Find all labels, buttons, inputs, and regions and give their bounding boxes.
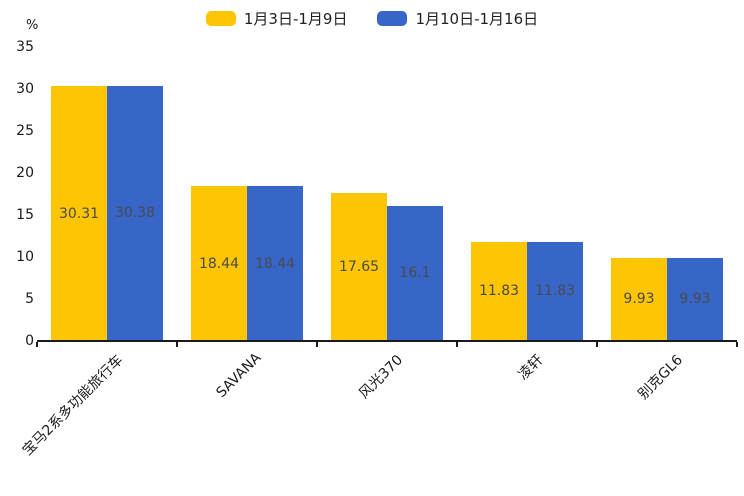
x-axis-line	[37, 340, 737, 342]
bar-value-label: 11.83	[534, 283, 576, 300]
y-tick-label: 20	[16, 165, 34, 181]
x-axis-tick	[596, 342, 598, 347]
bar-week1	[331, 192, 387, 341]
bar-week1	[471, 241, 527, 341]
y-tick-label: 10	[16, 249, 34, 265]
legend-item-week1: 1月3日-1月9日	[205, 8, 348, 29]
x-axis-tick	[316, 342, 318, 347]
y-tick-label: 35	[16, 39, 34, 55]
legend-swatch-week2	[377, 11, 408, 26]
x-category-label: 别克GL6	[635, 352, 687, 403]
legend-label-week2: 1月10日-1月16日	[415, 10, 539, 28]
y-tick-label: 0	[25, 333, 34, 349]
bar-week1	[51, 86, 107, 341]
y-tick-label: 5	[25, 291, 34, 307]
bar-week2	[387, 205, 443, 341]
bar-week1	[611, 257, 667, 341]
x-category-label: SAVANA	[213, 350, 265, 402]
legend: 1月3日-1月9日 1月10日-1月16日	[0, 8, 744, 29]
legend-item-week2: 1月10日-1月16日	[377, 8, 538, 29]
x-category-label: 凌轩	[515, 352, 547, 384]
bar-value-label: 30.38	[114, 205, 156, 222]
y-tick-label: 25	[16, 123, 34, 139]
x-axis-tick	[176, 342, 178, 347]
bar-week2	[247, 186, 303, 341]
bar-value-label: 18.44	[198, 255, 240, 272]
y-tick-label: 30	[16, 81, 34, 97]
bar-week1	[191, 186, 247, 341]
x-axis-tick	[456, 342, 458, 347]
bar-value-label: 18.44	[254, 255, 296, 272]
x-category-label: 宝马2系多功能旅行车	[19, 352, 127, 459]
bar-value-label: 17.65	[338, 258, 380, 275]
bar-value-label: 9.93	[623, 291, 655, 308]
bar-value-label: 16.1	[399, 265, 431, 282]
y-tick-label: 15	[16, 207, 34, 223]
bar-value-label: 11.83	[478, 283, 520, 300]
x-axis-tick	[36, 342, 38, 347]
bar-week2	[667, 257, 723, 341]
legend-label-week1: 1月3日-1月9日	[243, 10, 348, 28]
y-axis-unit-label: %	[26, 18, 39, 33]
x-category-label: 风光370	[356, 352, 407, 403]
x-axis-tick	[736, 342, 738, 347]
legend-swatch-week1	[205, 11, 236, 26]
bar-week2	[107, 85, 163, 341]
bar-value-label: 30.31	[58, 205, 100, 222]
bar-value-label: 9.93	[679, 291, 711, 308]
bar-week2	[527, 241, 583, 341]
